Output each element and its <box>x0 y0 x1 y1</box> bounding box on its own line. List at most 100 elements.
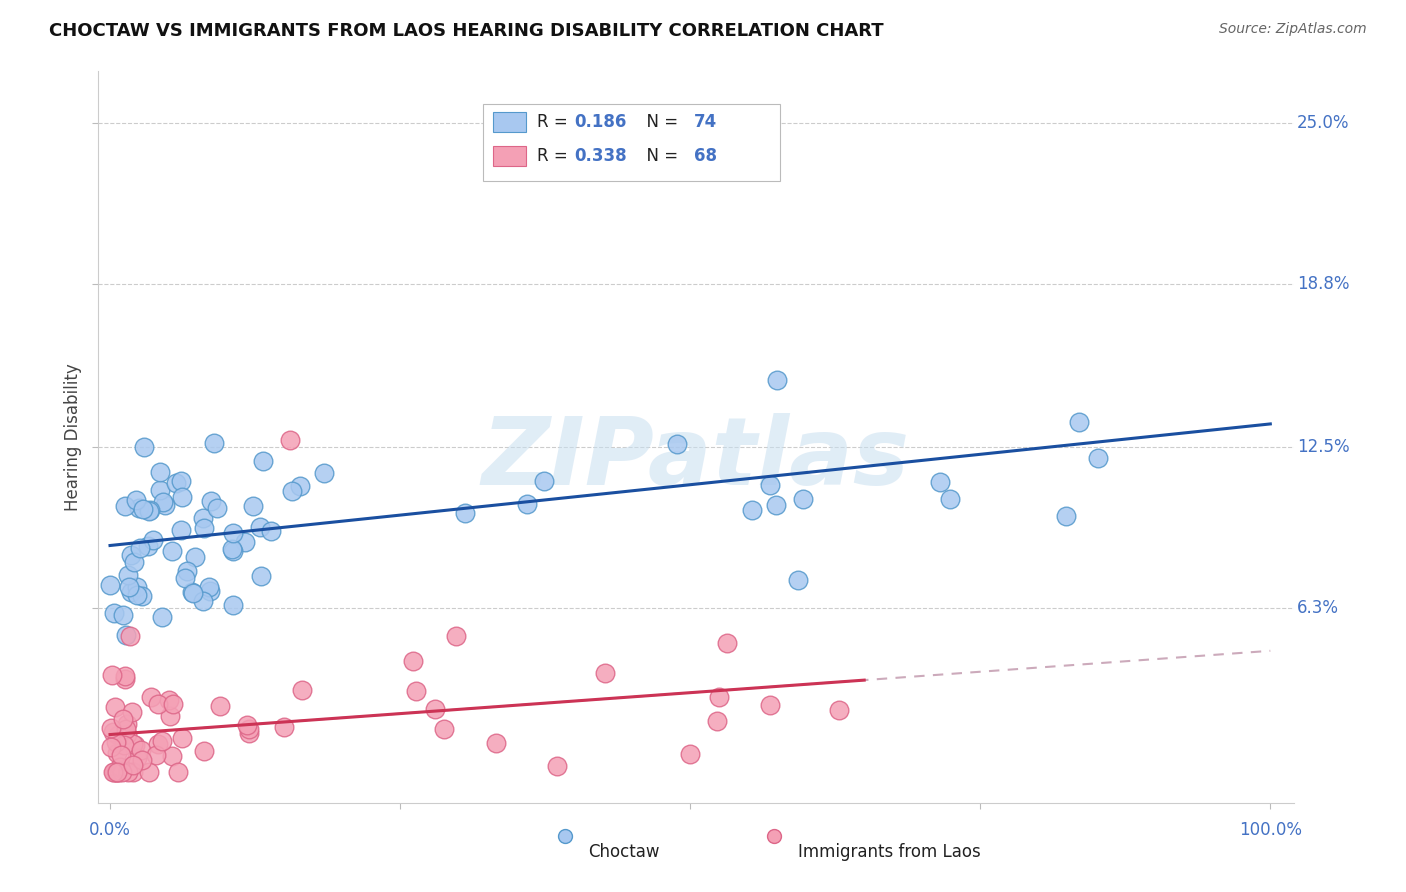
Point <box>111 607 134 622</box>
Point <box>1087 450 1109 465</box>
Point <box>138 504 160 518</box>
Point <box>191 511 214 525</box>
Point <box>176 564 198 578</box>
Point <box>167 764 190 779</box>
Point <box>786 574 808 588</box>
Point <box>1069 415 1091 429</box>
Point <box>184 549 207 564</box>
Point <box>485 736 508 750</box>
Point <box>120 585 142 599</box>
Point <box>249 520 271 534</box>
Point <box>120 548 142 562</box>
Point <box>110 747 132 762</box>
Bar <box>494 146 526 167</box>
Point <box>138 764 160 779</box>
Point <box>122 764 145 779</box>
Point <box>105 764 128 779</box>
Point <box>101 724 124 739</box>
Point <box>716 636 738 650</box>
Point <box>100 740 122 755</box>
Point <box>115 727 138 741</box>
Point <box>172 731 194 745</box>
Point <box>134 440 156 454</box>
Text: R =: R = <box>537 147 574 165</box>
Point <box>929 475 952 489</box>
Point <box>117 764 139 779</box>
Point <box>174 571 197 585</box>
Point <box>117 568 139 582</box>
Text: 18.8%: 18.8% <box>1298 275 1350 293</box>
Point <box>170 490 193 504</box>
Point <box>129 541 152 556</box>
Point <box>115 628 138 642</box>
Point <box>706 714 728 728</box>
Text: Choctaw: Choctaw <box>589 843 659 861</box>
Point <box>238 725 260 739</box>
Point <box>115 717 138 731</box>
Point <box>593 666 616 681</box>
Point <box>515 497 537 511</box>
Text: CHOCTAW VS IMMIGRANTS FROM LAOS HEARING DISABILITY CORRELATION CHART: CHOCTAW VS IMMIGRANTS FROM LAOS HEARING … <box>49 22 884 40</box>
Text: 6.3%: 6.3% <box>1298 599 1339 617</box>
Point <box>170 474 193 488</box>
Point <box>312 467 335 481</box>
Point <box>98 578 121 592</box>
Point <box>125 493 148 508</box>
Point <box>198 584 221 599</box>
Text: 0.186: 0.186 <box>574 112 627 131</box>
Point <box>125 588 148 602</box>
Point <box>200 494 222 508</box>
Point <box>405 684 427 698</box>
Point <box>103 764 125 779</box>
Point <box>138 503 160 517</box>
Point <box>170 524 193 538</box>
Point <box>193 521 215 535</box>
Point <box>433 722 456 736</box>
Text: ZIPatlas: ZIPatlas <box>482 413 910 505</box>
Text: Immigrants from Laos: Immigrants from Laos <box>797 843 980 861</box>
Point <box>159 693 181 707</box>
Point <box>124 738 146 752</box>
Point <box>132 502 155 516</box>
Point <box>238 722 260 736</box>
Point <box>454 506 477 520</box>
Point <box>792 492 814 507</box>
Point <box>150 610 173 624</box>
Point <box>273 720 295 734</box>
Point <box>208 699 231 714</box>
Point <box>1054 508 1077 523</box>
Point <box>401 654 423 668</box>
Point <box>148 737 170 751</box>
Point <box>202 436 225 450</box>
Point <box>101 764 124 779</box>
Text: 12.5%: 12.5% <box>1298 439 1350 457</box>
Point <box>114 500 136 514</box>
Point <box>291 682 314 697</box>
Point <box>679 747 702 762</box>
Text: N =: N = <box>637 112 683 131</box>
Point <box>281 484 304 499</box>
Point <box>159 708 181 723</box>
Point <box>252 454 274 468</box>
Point <box>100 721 122 735</box>
Point <box>165 475 187 490</box>
Point <box>138 539 160 553</box>
Point <box>145 748 167 763</box>
Point <box>114 672 136 686</box>
Point <box>533 474 555 488</box>
Point <box>510 150 533 164</box>
Point <box>108 764 131 779</box>
Point <box>222 526 245 541</box>
Text: Source: ZipAtlas.com: Source: ZipAtlas.com <box>1219 22 1367 37</box>
Point <box>104 700 127 714</box>
Point <box>222 598 245 612</box>
Point <box>149 483 172 497</box>
Point <box>139 690 162 704</box>
Point <box>150 734 173 748</box>
Point <box>118 629 141 643</box>
Point <box>278 433 301 447</box>
Text: 0.338: 0.338 <box>574 147 627 165</box>
Point <box>101 668 124 682</box>
Point <box>103 606 125 620</box>
Point <box>162 698 184 712</box>
